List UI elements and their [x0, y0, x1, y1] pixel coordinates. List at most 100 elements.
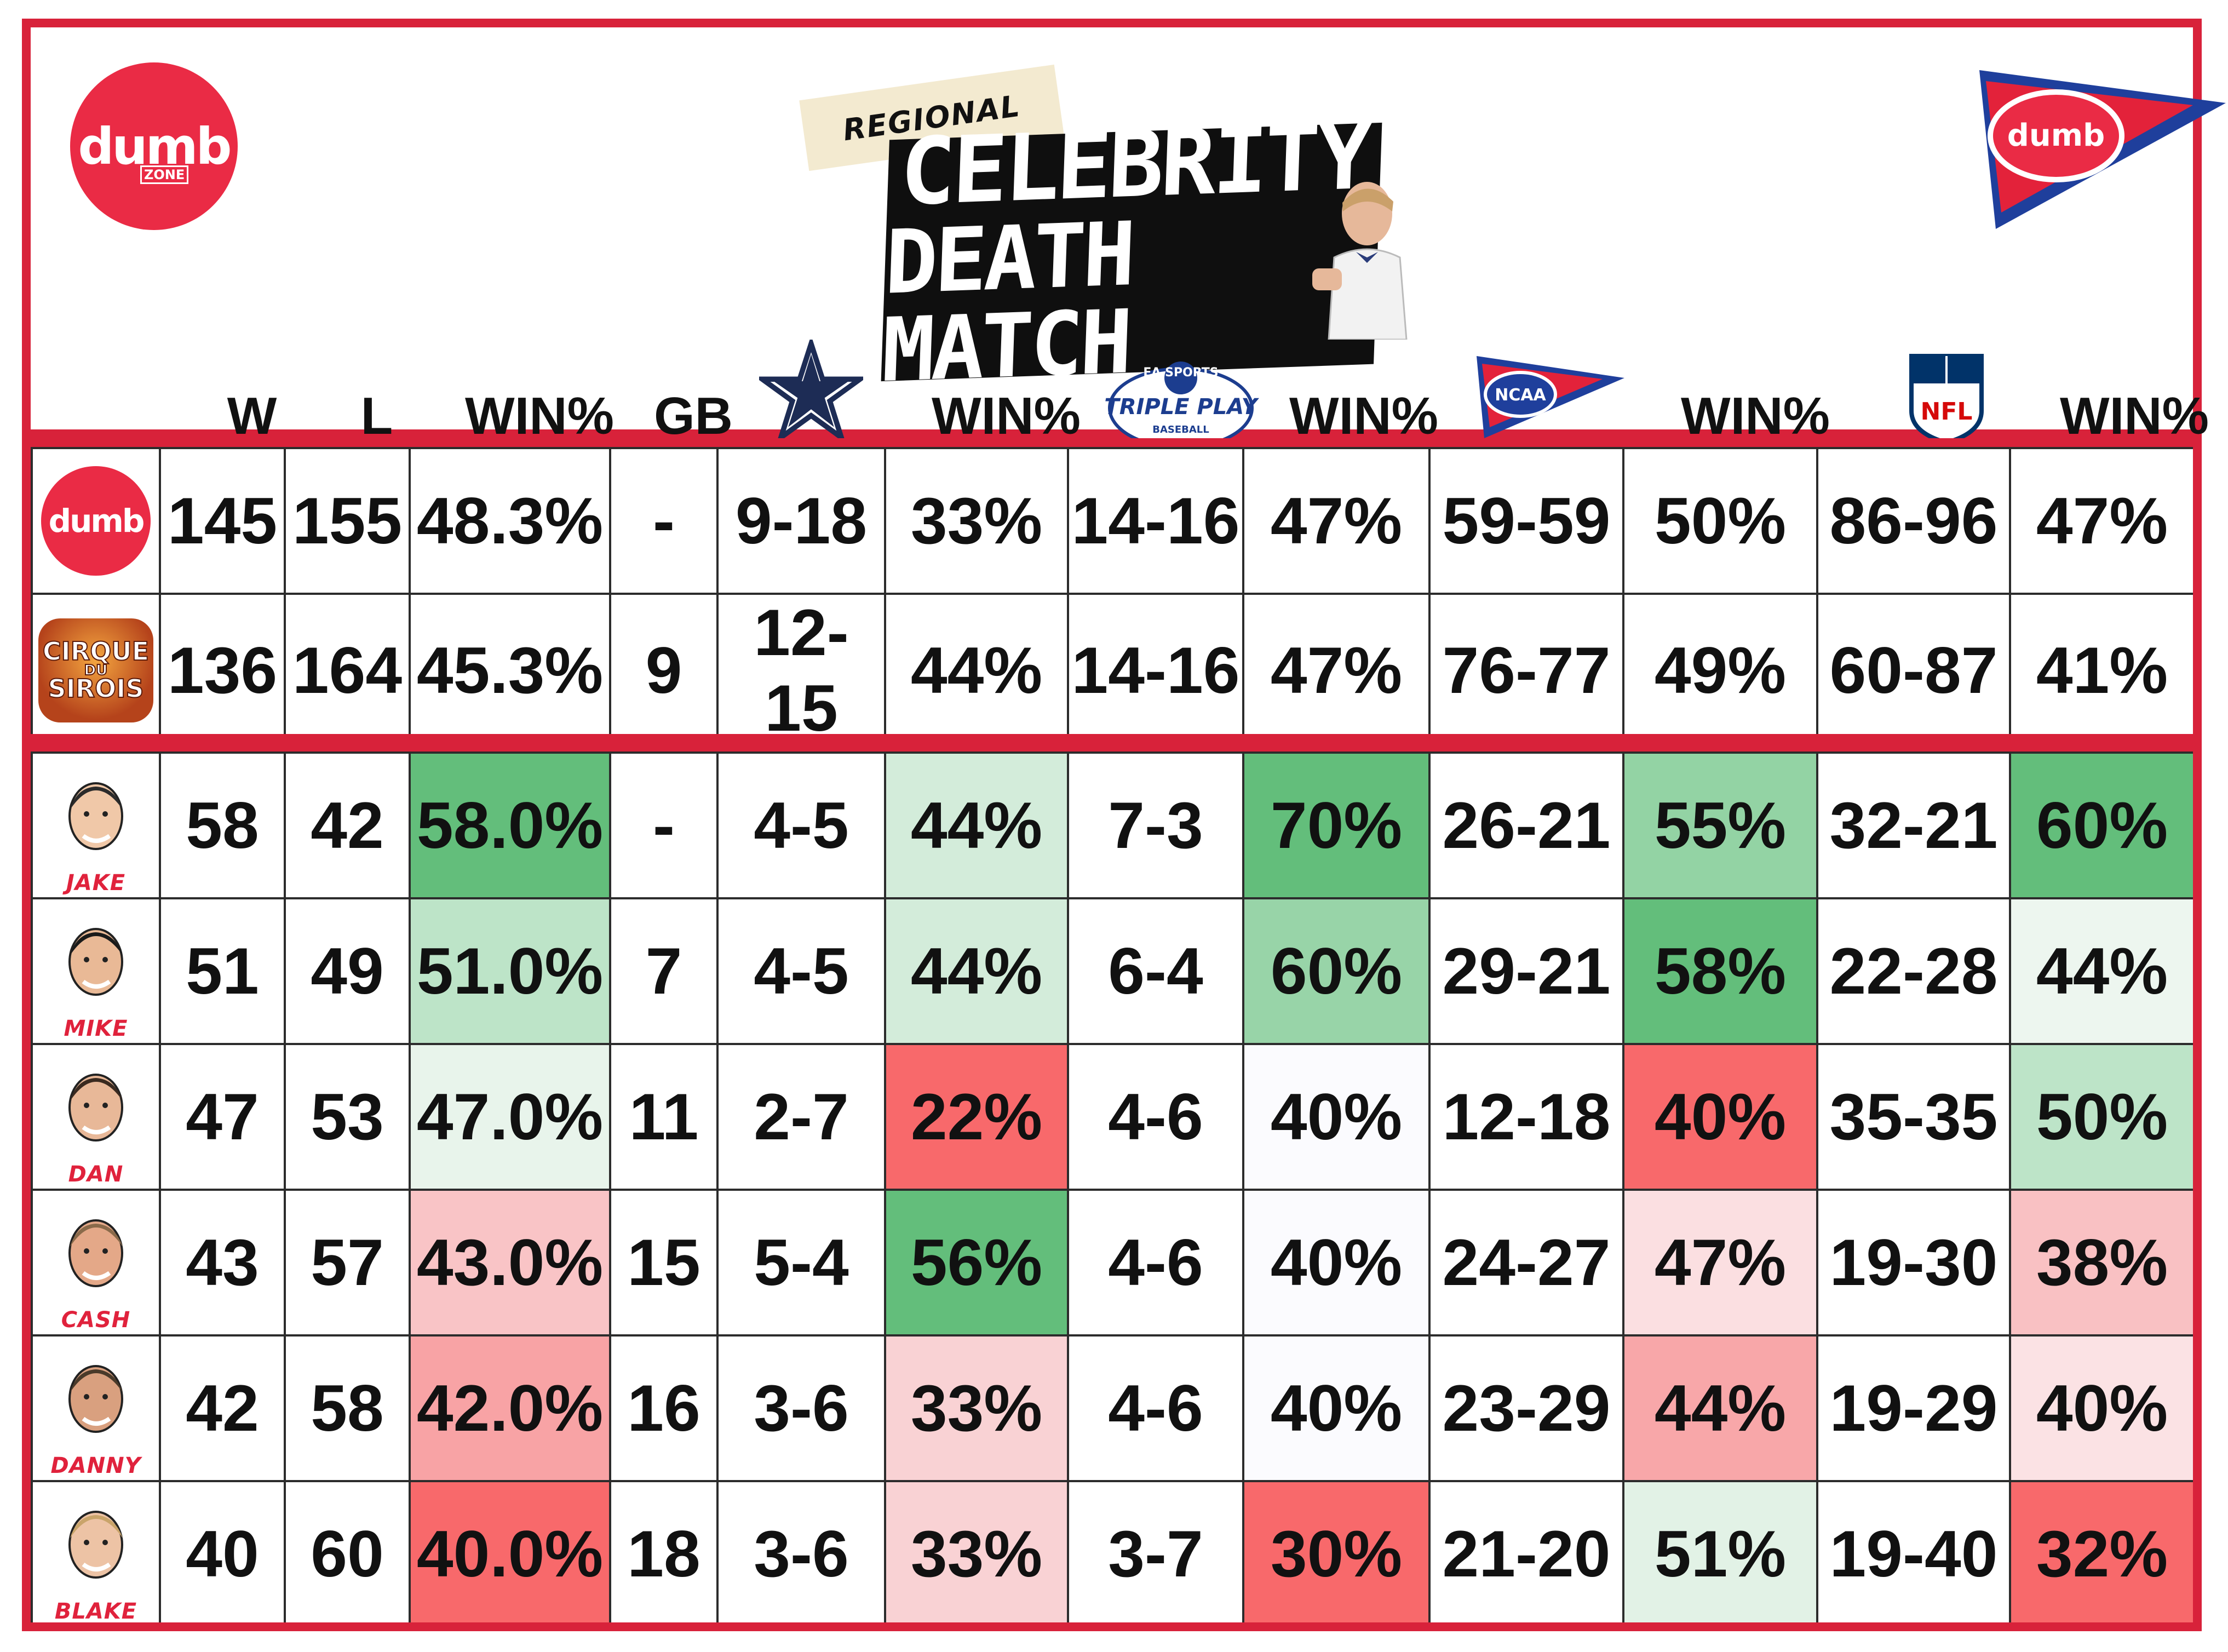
- player-row: DAN 47 53 47.0% 11 2-7 22% 4-6 40% 12-18 40% 35-35 5…: [31, 1043, 2195, 1191]
- player-tp: 4-6: [1067, 1043, 1244, 1191]
- player-dal-pct: 22%: [884, 1043, 1069, 1191]
- team-nfl: 60-87: [1816, 593, 2011, 748]
- col-header-l: L: [360, 387, 393, 445]
- player-gb: 18: [609, 1480, 719, 1628]
- player-nfl-pct: 32%: [2009, 1480, 2195, 1628]
- player-nfl: 22-28: [1816, 897, 2011, 1045]
- cirque-mid: DU: [84, 662, 108, 679]
- team-logo-cell: CIRQUE DU SIROIS: [31, 593, 161, 748]
- player-avatar: [68, 782, 123, 850]
- col-header-cowboys-win-pct: WIN%: [932, 387, 1081, 445]
- player-l: 57: [284, 1189, 411, 1336]
- player-name: CASH: [61, 1307, 131, 1333]
- player-name: JAKE: [66, 870, 126, 896]
- nfl-label: NFL: [1920, 398, 1973, 426]
- player-dal: 2-7: [716, 1043, 886, 1191]
- player-dal: 3-6: [716, 1480, 886, 1628]
- player-ncaa-pct: 58%: [1622, 897, 1818, 1045]
- team-gb: -: [609, 447, 719, 595]
- player-pct: 51.0%: [409, 897, 611, 1045]
- team-w: 145: [159, 447, 286, 595]
- col-header-triple-win-pct: WIN%: [1289, 387, 1438, 445]
- player-avatar: [68, 1511, 123, 1579]
- player-pct: 47.0%: [409, 1043, 611, 1191]
- player-w: 42: [159, 1334, 286, 1482]
- player-avatar-cell: JAKE: [31, 752, 161, 899]
- cirque-bot: SIROIS: [47, 674, 144, 704]
- player-w: 40: [159, 1480, 286, 1628]
- team-row: dumb 145 155 48.3% - 9-18 33% 14-16 47% …: [31, 447, 2195, 595]
- player-ncaa-pct: 44%: [1622, 1334, 1818, 1482]
- team-nfl-pct: 47%: [2009, 447, 2195, 595]
- player-avatar: [68, 928, 123, 996]
- dumb-zone-logo: dumb ZONE: [70, 62, 238, 230]
- col-header-w: W: [227, 387, 277, 445]
- player-avatar: [68, 1365, 123, 1433]
- triple-play-top: EA SPORTS: [1143, 366, 1219, 380]
- team-tp: 14-16: [1067, 447, 1244, 595]
- player-ncaa: 24-27: [1428, 1189, 1624, 1336]
- triple-play-badge-icon: [1108, 362, 1254, 449]
- player-pct: 43.0%: [409, 1189, 611, 1336]
- triple-play-bot: BASEBALL: [1152, 424, 1209, 435]
- player-nfl: 32-21: [1816, 752, 2011, 899]
- team-gb: 9: [609, 593, 719, 748]
- cirque-top: CIRQUE: [42, 636, 150, 666]
- player-tp-pct: 40%: [1242, 1189, 1431, 1336]
- player-ncaa-pct: 51%: [1622, 1480, 1818, 1628]
- player-nfl-pct: 60%: [2009, 752, 2195, 899]
- player-ncaa-pct: 40%: [1622, 1043, 1818, 1191]
- cirque-du-sirois-logo: CIRQUE DU SIROIS: [38, 618, 153, 722]
- player-l: 58: [284, 1334, 411, 1482]
- player-avatar-cell: MIKE: [31, 897, 161, 1045]
- player-tp: 4-6: [1067, 1189, 1244, 1336]
- team-w: 136: [159, 593, 286, 748]
- player-tp: 7-3: [1067, 752, 1244, 899]
- player-w: 51: [159, 897, 286, 1045]
- player-gb: 16: [609, 1334, 719, 1482]
- player-ncaa-pct: 47%: [1622, 1189, 1818, 1336]
- player-nfl-pct: 50%: [2009, 1043, 2195, 1191]
- player-row: JAKE 58 42 58.0% -4-5 44% 7-3 70% 26-21 55% 32-21 6…: [31, 752, 2195, 899]
- teams-table: dumb 145 155 48.3% - 9-18 33% 14-16 47% …: [31, 447, 2195, 748]
- player-ncaa-pct: 55%: [1622, 752, 1818, 899]
- brand-zone-label: ZONE: [140, 165, 189, 184]
- player-dal-pct: 33%: [884, 1480, 1069, 1628]
- team-ncaa-pct: 50%: [1622, 447, 1818, 595]
- player-ncaa: 23-29: [1428, 1334, 1624, 1482]
- player-dal: 3-6: [716, 1334, 886, 1482]
- player-row: CASH 43 57 43.0% 15 5-4 56% 4-6 40% 24-27 47% 19-30…: [31, 1189, 2195, 1336]
- col-header-ncaa-win-pct: WIN%: [1681, 387, 1830, 445]
- player-w: 43: [159, 1189, 286, 1336]
- player-name: DANNY: [50, 1453, 141, 1478]
- player-avatar: [68, 1219, 123, 1287]
- player-l: 53: [284, 1043, 411, 1191]
- player-ncaa: 29-21: [1428, 897, 1624, 1045]
- player-tp-pct: 40%: [1242, 1043, 1431, 1191]
- player-dal-pct: 33%: [884, 1334, 1069, 1482]
- col-header-win-pct: WIN%: [465, 387, 614, 445]
- ncaa-pennant-logo: NCAA: [1477, 356, 1624, 449]
- player-tp-pct: 60%: [1242, 897, 1431, 1045]
- team-l: 155: [284, 447, 411, 595]
- player-ncaa: 26-21: [1428, 752, 1624, 899]
- player-tp: 3-7: [1067, 1480, 1244, 1628]
- nfl-shield-icon: [1909, 354, 1984, 445]
- player-pct: 40.0%: [409, 1480, 611, 1628]
- player-name: DAN: [68, 1162, 124, 1187]
- svg-text:dumb: dumb: [2007, 118, 2105, 153]
- player-gb: 11: [609, 1043, 719, 1191]
- player-dal-pct: 44%: [884, 752, 1069, 899]
- title-line-1: CELEBRITY: [898, 102, 1371, 226]
- team-l: 164: [284, 593, 411, 748]
- player-name: BLAKE: [54, 1599, 137, 1624]
- player-nfl-pct: 38%: [2009, 1189, 2195, 1336]
- player-w: 47: [159, 1043, 286, 1191]
- player-w: 58: [159, 752, 286, 899]
- team-tp: 14-16: [1067, 593, 1244, 748]
- team-ncaa: 76-77: [1428, 593, 1624, 748]
- team-ncaa: 59-59: [1428, 447, 1624, 595]
- player-gb: -: [609, 752, 719, 899]
- player-name: MIKE: [64, 1016, 128, 1041]
- player-tp: 6-4: [1067, 897, 1244, 1045]
